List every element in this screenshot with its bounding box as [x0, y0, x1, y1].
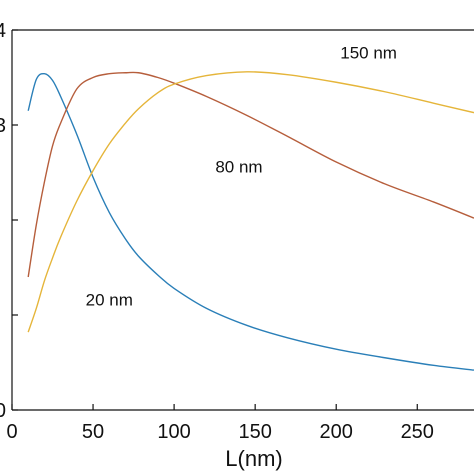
series-line-2	[27, 71, 474, 333]
series-line-0	[27, 72, 474, 371]
annotations: 20 nm 80 nm 150 nm	[86, 44, 397, 310]
x-axis-title: L(nm)	[225, 446, 282, 471]
y-tick-label: 3	[0, 115, 6, 137]
curve-annotation: 20 nm	[86, 291, 133, 310]
axes	[11, 29, 474, 411]
x-ticks: 0 50 100 150 200 250	[6, 404, 434, 443]
series-lines	[27, 71, 474, 371]
curve-annotation: 150 nm	[340, 44, 397, 63]
y-ticks: 0 3 4	[0, 20, 18, 422]
x-tick-label: 150	[238, 421, 271, 443]
x-tick-label: 0	[6, 421, 17, 443]
x-tick-label: 100	[157, 421, 190, 443]
x-tick-label: 200	[320, 421, 353, 443]
x-tick-label: 50	[82, 421, 104, 443]
y-tick-label: 4	[0, 20, 6, 42]
curve-annotation: 80 nm	[215, 158, 262, 177]
x-tick-label: 250	[401, 421, 434, 443]
series-line-1	[27, 71, 474, 278]
y-tick-label: 0	[0, 400, 6, 422]
